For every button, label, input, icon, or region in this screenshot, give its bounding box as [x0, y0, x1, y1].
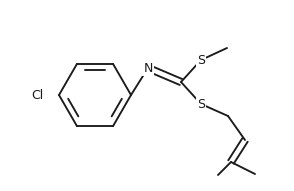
Text: N: N: [143, 62, 153, 74]
Text: S: S: [197, 53, 205, 66]
Text: Cl: Cl: [32, 88, 44, 101]
Text: S: S: [197, 97, 205, 111]
